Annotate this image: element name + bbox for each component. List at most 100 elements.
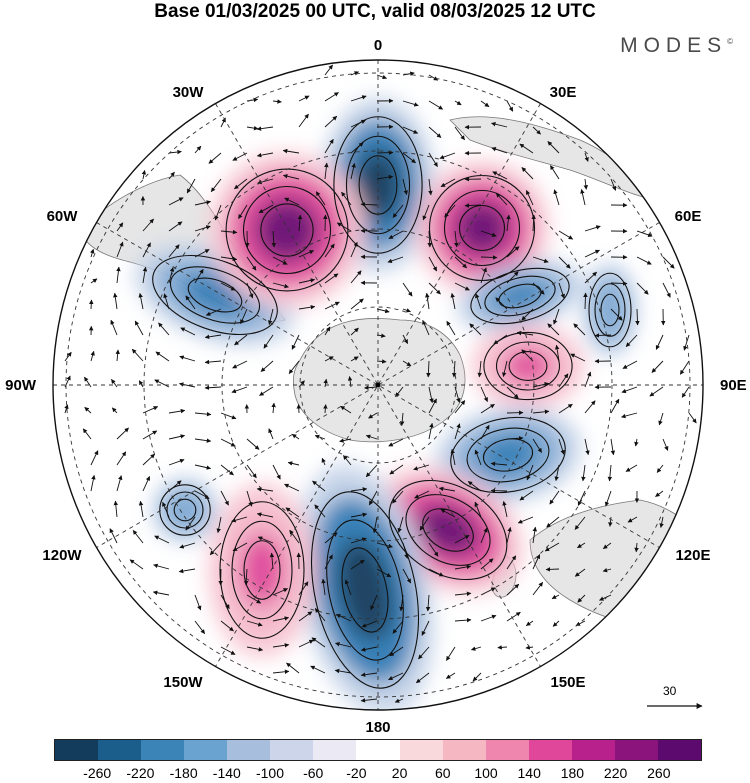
wind-vector — [450, 292, 456, 310]
wind-vector — [532, 282, 545, 295]
wind-vector — [168, 408, 186, 414]
colorbar-tick-label: 220 — [603, 765, 628, 781]
wind-vector — [323, 378, 328, 388]
wind-vector — [428, 74, 439, 81]
wind-vector — [525, 645, 534, 650]
wind-vector — [246, 125, 259, 131]
wind-vector — [394, 698, 404, 703]
wind-vector — [683, 334, 690, 351]
wind-vector — [502, 500, 508, 518]
wind-vector — [263, 334, 274, 349]
colorbar-tick-label: 260 — [647, 765, 671, 781]
wind-vector — [298, 113, 309, 128]
wind-vector — [454, 423, 461, 440]
wind-vector — [168, 244, 180, 258]
wind-vector — [610, 438, 616, 456]
wind-vector — [428, 386, 434, 404]
anomaly-negative-65E — [456, 260, 584, 332]
wind-vector — [298, 581, 309, 596]
colorbar-segment — [184, 740, 228, 760]
wind-vector — [506, 526, 512, 544]
wind-vector — [532, 581, 544, 596]
wind-vector — [220, 464, 234, 476]
wind-vector — [350, 298, 364, 310]
brand-mark: © — [727, 37, 733, 46]
wind-vector — [315, 191, 326, 206]
wind-vector — [246, 438, 260, 450]
wind-vector — [272, 99, 282, 104]
wind-vector — [272, 643, 290, 648]
wind-vector — [679, 360, 690, 375]
wind-vector — [220, 438, 236, 447]
wind-vector — [82, 428, 92, 440]
wind-vector — [168, 149, 182, 155]
wind-vector — [492, 171, 508, 180]
wind-vector — [470, 646, 482, 651]
wind-vector — [168, 171, 175, 180]
wind-vector — [376, 150, 394, 155]
wind-vector — [324, 162, 329, 180]
wind-vector — [350, 241, 358, 258]
wind-vector — [532, 554, 541, 570]
wind-vector — [581, 464, 586, 482]
contour-line — [231, 520, 293, 620]
wind-vector — [480, 614, 497, 622]
colorbar-tick-label: -60 — [303, 765, 324, 781]
colorbar-segment — [485, 740, 529, 760]
wind-vector — [636, 256, 652, 265]
wind-vector — [246, 464, 257, 479]
wind-vector — [168, 197, 184, 206]
wind-vector — [428, 282, 441, 295]
wind-vector — [324, 554, 333, 570]
pole-marker — [375, 382, 381, 388]
wind-vector — [350, 512, 368, 518]
contour-line — [388, 479, 508, 581]
wind-vector — [339, 438, 352, 443]
wind-vector — [256, 126, 274, 131]
wind-vector — [360, 672, 378, 677]
wind-vector — [267, 308, 274, 326]
wind-vector — [480, 558, 494, 570]
wind-vector — [532, 126, 541, 135]
wind-vector — [168, 480, 182, 492]
contour-line — [242, 185, 332, 275]
wind-vector — [214, 204, 222, 221]
wind-vector — [428, 398, 437, 414]
wind-vector — [658, 412, 664, 426]
wind-vector — [425, 594, 431, 612]
wind-vector — [142, 453, 156, 466]
contour-line — [422, 508, 474, 552]
wind-vector — [584, 225, 601, 232]
lon-label-120e: 120E — [675, 547, 710, 564]
wind-vector — [365, 434, 378, 440]
wind-vector — [350, 327, 359, 336]
wind-vector — [116, 451, 127, 466]
map-title: Base 01/03/2025 00 UTC, valid 08/03/2025… — [154, 1, 596, 22]
wind-vector — [311, 637, 326, 648]
wind-vector — [392, 204, 404, 218]
wind-vector — [134, 320, 144, 336]
map-boundary — [52, 59, 704, 711]
wind-vector — [179, 355, 196, 362]
wind-vector — [178, 568, 196, 574]
contour-line — [588, 272, 632, 348]
wind-vector — [464, 203, 482, 208]
wind-vector — [288, 360, 300, 374]
wind-vector — [90, 450, 99, 466]
wind-vector — [550, 165, 560, 180]
wind-vector — [246, 594, 262, 604]
contour-line — [484, 275, 556, 317]
wind-vector — [608, 516, 613, 527]
antarctica — [293, 318, 466, 443]
colorbar-tick-label: 100 — [474, 765, 498, 781]
contour-line — [443, 189, 521, 267]
wind-vector — [179, 542, 196, 549]
contour-line — [219, 501, 305, 639]
contour-line — [594, 283, 626, 337]
wind-vector — [142, 475, 151, 492]
lon-label-150w: 150W — [163, 674, 203, 691]
wind-vector — [194, 594, 202, 611]
wind-vector — [168, 458, 185, 466]
colorbar-segment — [657, 740, 701, 760]
wind-vector — [574, 516, 586, 530]
